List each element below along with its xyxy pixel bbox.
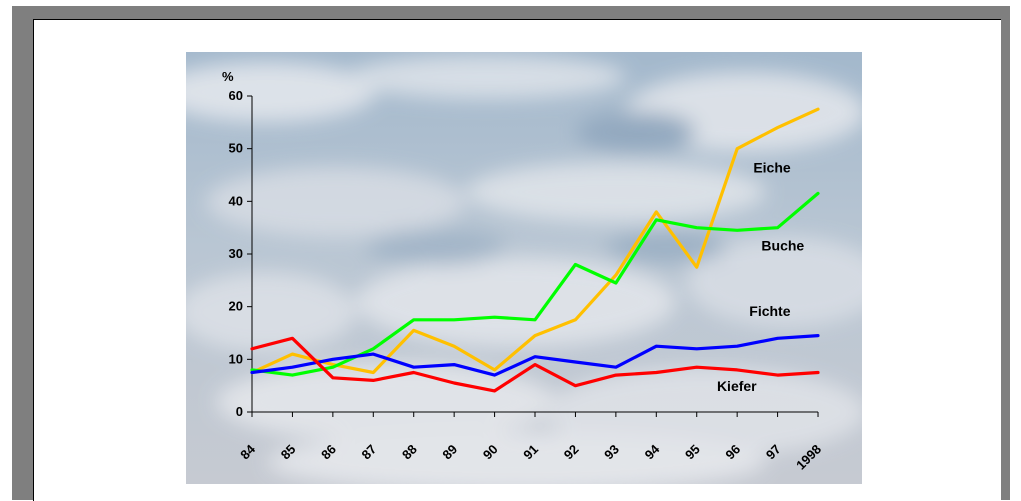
series-layer bbox=[250, 107, 820, 393]
series-line-buche bbox=[250, 191, 820, 377]
series-label-eiche: Eiche bbox=[753, 159, 791, 175]
frame-top-bar bbox=[12, 6, 1010, 19]
y-tick-label: 60 bbox=[229, 88, 243, 103]
series-line-kiefer bbox=[250, 336, 820, 393]
y-tick-label: 10 bbox=[229, 351, 243, 366]
frame-right-bar bbox=[1000, 6, 1010, 500]
y-tick-label: 50 bbox=[229, 141, 243, 156]
frame-left-bar bbox=[12, 6, 33, 500]
y-axis-label: % bbox=[222, 69, 234, 84]
series-line-fichte bbox=[250, 334, 820, 377]
series-label-buche: Buche bbox=[761, 237, 804, 253]
y-tick-label: 0 bbox=[236, 404, 243, 419]
series-line-eiche bbox=[250, 107, 820, 375]
y-tick-label: 30 bbox=[229, 246, 243, 261]
y-tick-label: 40 bbox=[229, 193, 243, 208]
chart-area: 0 10 20 30 40 50 60% 84 85 86 87 88 89 90 91 92 93 94 95 96… bbox=[156, 52, 886, 492]
y-tick-label: 20 bbox=[229, 299, 243, 314]
series-label-fichte: Fichte bbox=[749, 303, 790, 319]
series-label-kiefer: Kiefer bbox=[717, 378, 757, 394]
series-labels: Eiche Buche Fichte Kiefer bbox=[717, 159, 804, 394]
